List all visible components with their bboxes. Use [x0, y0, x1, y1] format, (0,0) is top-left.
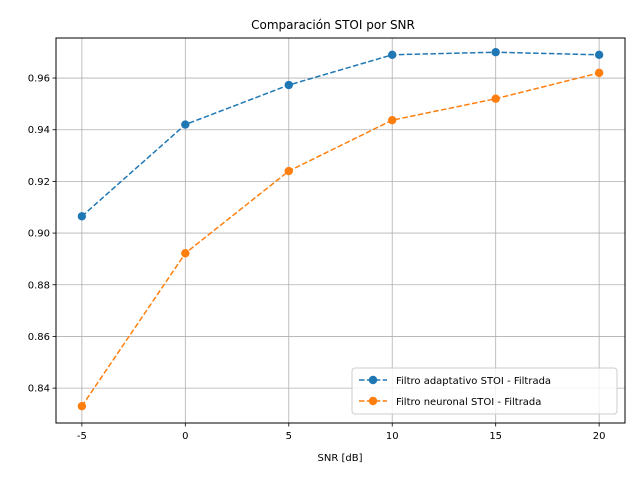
data-point	[181, 249, 190, 258]
data-point	[284, 80, 293, 90]
legend-box	[351, 367, 618, 415]
plot-area-frame	[55, 37, 626, 424]
data-point	[491, 48, 500, 57]
x-tick-label: 15	[489, 431, 502, 442]
y-tick-label: 0.86	[28, 332, 50, 343]
y-tick-label: 0.92	[28, 177, 50, 188]
data-point	[284, 166, 293, 176]
data-point	[491, 94, 500, 103]
data-point	[181, 120, 190, 129]
y-tick-label: 0.96	[28, 74, 50, 85]
y-tick-label: 0.90	[28, 229, 50, 240]
grid-lines	[56, 38, 625, 423]
y-tick-label: 0.94	[28, 125, 50, 136]
x-tick-label: 20	[593, 431, 606, 442]
legend-label: Filtro neuronal STOI - Filtrada	[396, 397, 541, 408]
y-tick-label: 0.88	[28, 280, 50, 291]
x-axis-title: SNR [dB]	[318, 453, 363, 464]
data-point	[388, 115, 397, 125]
y-tick-label: 0.84	[28, 384, 50, 395]
data-point	[388, 50, 397, 59]
data-point	[594, 68, 604, 78]
x-tick-label: -5	[77, 431, 87, 442]
series-line-2	[81, 72, 600, 407]
x-tick-label: 5	[286, 431, 292, 442]
series-group	[77, 48, 604, 411]
data-point	[77, 402, 87, 411]
series-line-1	[81, 51, 600, 217]
data-point	[594, 50, 604, 59]
chart-title: Comparación STOI por SNR	[251, 18, 415, 32]
x-tick-label: 0	[182, 431, 188, 442]
data-point	[77, 212, 87, 221]
legend-swatch-marker	[368, 375, 378, 385]
legend-label: Filtro adaptativo STOI - Filtrada	[396, 376, 551, 387]
axis-ticks: -5 0 5 10 15 20 0.84 0.86 0.88 0.90 0.92 0.94 0.96	[28, 74, 606, 442]
x-tick-label: 10	[386, 431, 399, 442]
legend-swatch-marker	[368, 396, 378, 406]
legend: Filtro adaptativo STOI - Filtrada Filtro …	[351, 367, 618, 415]
